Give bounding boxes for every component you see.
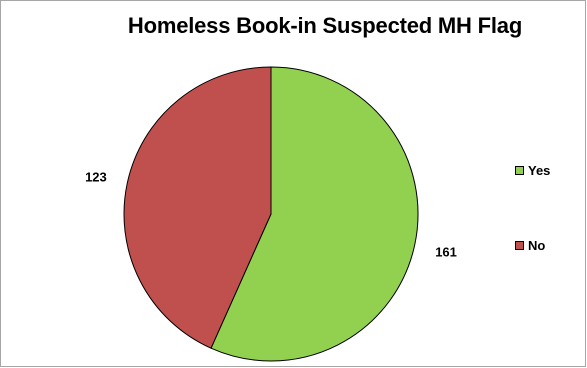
- chart-title: Homeless Book-in Suspected MH Flag: [127, 13, 523, 38]
- legend-item-no: No: [515, 238, 545, 253]
- legend-swatch-no: [515, 241, 524, 250]
- pie-slices: [123, 66, 419, 362]
- data-label-no: 123: [85, 170, 107, 185]
- legend-label-yes: Yes: [528, 163, 551, 178]
- pie-slice-yes: [210, 66, 419, 362]
- data-label-yes: 161: [435, 244, 457, 259]
- pie-data-labels: 161 123: [85, 170, 457, 260]
- legend-swatch-yes: [515, 166, 524, 175]
- pie-slice-no: [123, 66, 272, 349]
- legend-label-no: No: [528, 238, 546, 253]
- legend-item-yes: Yes: [515, 163, 550, 178]
